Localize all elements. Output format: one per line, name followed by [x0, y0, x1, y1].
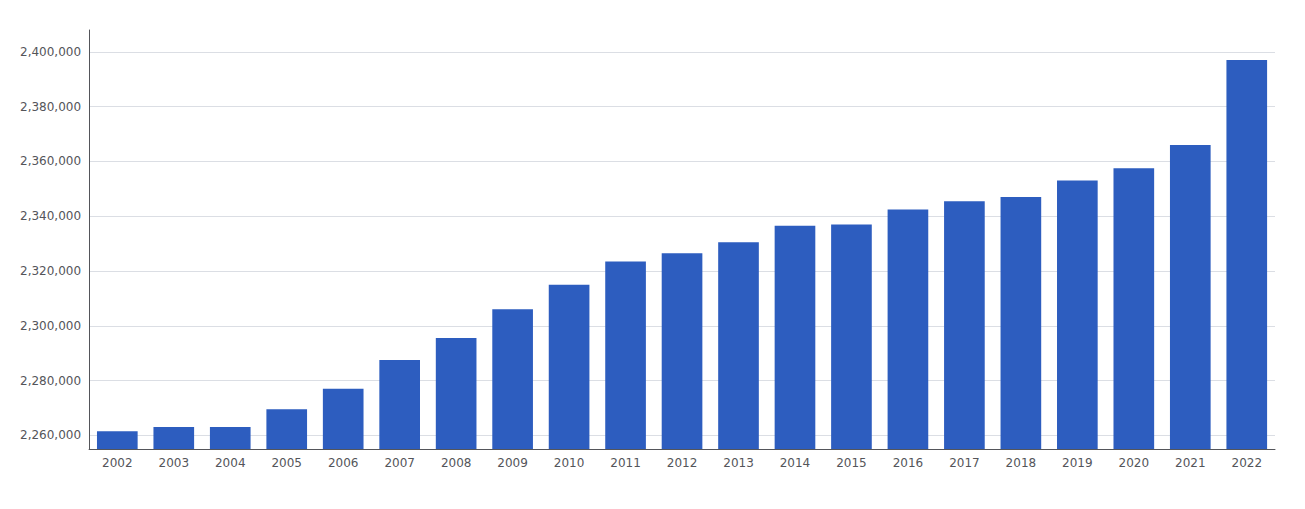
svg-text:2011: 2011: [610, 456, 641, 470]
svg-text:2015: 2015: [836, 456, 867, 470]
svg-text:2019: 2019: [1062, 456, 1093, 470]
svg-text:2004: 2004: [215, 456, 246, 470]
svg-text:2008: 2008: [441, 456, 472, 470]
svg-text:2010: 2010: [554, 456, 585, 470]
svg-text:2018: 2018: [1006, 456, 1037, 470]
svg-text:2006: 2006: [328, 456, 359, 470]
svg-text:2,320,000: 2,320,000: [20, 264, 81, 278]
svg-text:2,280,000: 2,280,000: [20, 374, 81, 388]
svg-text:2016: 2016: [893, 456, 924, 470]
svg-text:2,300,000: 2,300,000: [20, 319, 81, 333]
svg-text:2009: 2009: [497, 456, 528, 470]
svg-text:2,360,000: 2,360,000: [20, 154, 81, 168]
svg-text:2022: 2022: [1231, 456, 1262, 470]
svg-text:2005: 2005: [271, 456, 302, 470]
svg-text:2007: 2007: [384, 456, 415, 470]
svg-text:2017: 2017: [949, 456, 980, 470]
svg-text:2014: 2014: [780, 456, 811, 470]
svg-text:2,340,000: 2,340,000: [20, 209, 81, 223]
svg-text:2,260,000: 2,260,000: [20, 428, 81, 442]
svg-text:2013: 2013: [723, 456, 754, 470]
svg-text:2,400,000: 2,400,000: [20, 45, 81, 59]
svg-text:2,380,000: 2,380,000: [20, 100, 81, 114]
svg-text:2002: 2002: [102, 456, 133, 470]
svg-text:2012: 2012: [667, 456, 698, 470]
svg-text:2020: 2020: [1119, 456, 1150, 470]
svg-text:2021: 2021: [1175, 456, 1206, 470]
svg-text:2003: 2003: [159, 456, 190, 470]
